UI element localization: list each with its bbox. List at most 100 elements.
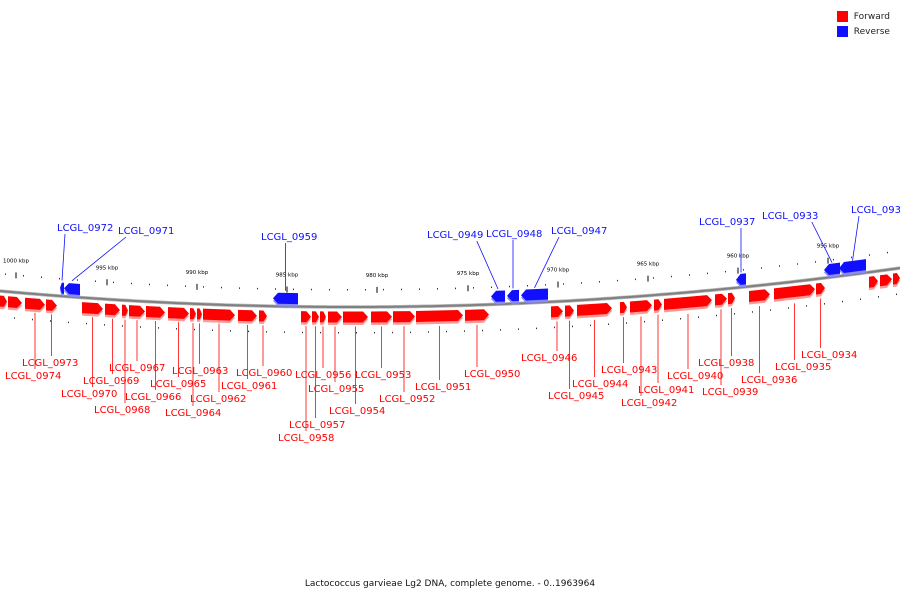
gene-lcgl_0934[interactable] bbox=[816, 282, 825, 298]
gene-label-lcgl_0938[interactable]: LCGL_0938 bbox=[698, 358, 754, 369]
gene-arrow[interactable] bbox=[654, 299, 662, 311]
gene-arrow[interactable] bbox=[8, 296, 22, 309]
gene-label-lcgl_0951[interactable]: LCGL_0951 bbox=[415, 382, 471, 393]
gene-arrow[interactable] bbox=[824, 262, 840, 275]
gene-lcgl_0968[interactable] bbox=[122, 304, 128, 319]
gene-arrow[interactable] bbox=[343, 311, 368, 323]
gene-lcgl_0972[interactable] bbox=[60, 282, 64, 297]
gene-label-lcgl_0970[interactable]: LCGL_0970 bbox=[61, 389, 117, 400]
gene-lcgl_0965[interactable] bbox=[168, 307, 189, 322]
gene-label-lcgl_0954[interactable]: LCGL_0954 bbox=[329, 406, 385, 417]
gene-lcgl_0939[interactable] bbox=[715, 293, 727, 308]
gene-label-lcgl_0933[interactable]: LCGL_0933 bbox=[762, 211, 818, 222]
gene-arrow[interactable] bbox=[82, 302, 103, 315]
gene-label-lcgl_0947[interactable]: LCGL_0947 bbox=[551, 226, 607, 237]
gene-label-lcgl_0943[interactable]: LCGL_0943 bbox=[601, 365, 657, 376]
gene-unlabeled[interactable] bbox=[893, 272, 900, 287]
gene-arrow[interactable] bbox=[416, 310, 463, 322]
gene-lcgl_0957[interactable] bbox=[312, 311, 319, 325]
gene-arrow[interactable] bbox=[393, 311, 415, 323]
gene-lcgl_0937[interactable] bbox=[736, 273, 746, 288]
gene-arrow[interactable] bbox=[312, 311, 319, 323]
gene-label-lcgl_0961[interactable]: LCGL_0961 bbox=[221, 381, 277, 392]
gene-arrow[interactable] bbox=[565, 305, 574, 317]
gene-label-lcgl_0974[interactable]: LCGL_0974 bbox=[5, 371, 61, 382]
gene-label-lcgl_0950[interactable]: LCGL_0950 bbox=[464, 369, 520, 380]
gene-unlabeled[interactable] bbox=[0, 295, 7, 310]
gene-lcgl_0955[interactable] bbox=[328, 311, 342, 325]
gene-label-lcgl_0965[interactable]: LCGL_0965 bbox=[150, 379, 206, 390]
gene-label-lcgl_0945[interactable]: LCGL_0945 bbox=[548, 391, 604, 402]
gene-arrow[interactable] bbox=[259, 310, 267, 322]
gene-arrow[interactable] bbox=[774, 284, 815, 300]
gene-label-lcgl_0968[interactable]: LCGL_0968 bbox=[94, 405, 150, 416]
gene-lcgl_0970[interactable] bbox=[82, 302, 103, 317]
gene-lcgl_0973[interactable] bbox=[46, 299, 57, 314]
gene-label-lcgl_0952[interactable]: LCGL_0952 bbox=[379, 394, 435, 405]
gene-arrow[interactable] bbox=[630, 300, 652, 313]
gene-lcgl_0954[interactable] bbox=[343, 311, 368, 326]
gene-label-lcgl_0955[interactable]: LCGL_0955 bbox=[308, 384, 364, 395]
gene-label-lcgl_0972[interactable]: LCGL_0972 bbox=[57, 223, 113, 234]
gene-lcgl_0942[interactable] bbox=[630, 300, 652, 315]
gene-arrow[interactable] bbox=[168, 307, 189, 319]
gene-label-lcgl_0958[interactable]: LCGL_0958 bbox=[278, 433, 334, 444]
gene-lcgl_0948[interactable] bbox=[507, 289, 519, 304]
gene-lcgl_0947[interactable] bbox=[521, 288, 548, 304]
gene-arrow[interactable] bbox=[301, 311, 311, 323]
gene-arrow[interactable] bbox=[749, 289, 770, 303]
gene-label-lcgl_0940[interactable]: LCGL_0940 bbox=[667, 371, 723, 382]
gene-label-lcgl_0953[interactable]: LCGL_0953 bbox=[355, 370, 411, 381]
gene-lcgl_0974[interactable] bbox=[25, 297, 45, 313]
gene-label-lcgl_0948[interactable]: LCGL_0948 bbox=[486, 229, 542, 240]
gene-label-lcgl_0971[interactable]: LCGL_0971 bbox=[118, 226, 174, 237]
gene-lcgl_0951[interactable] bbox=[416, 310, 463, 325]
gene-label-lcgl_0956[interactable]: LCGL_0956 bbox=[295, 370, 351, 381]
gene-label-lcgl_0936[interactable]: LCGL_0936 bbox=[741, 375, 797, 386]
gene-arrow[interactable] bbox=[25, 297, 45, 310]
gene-lcgl_0966[interactable] bbox=[146, 306, 165, 321]
gene-unlabeled[interactable] bbox=[869, 276, 878, 291]
gene-arrow[interactable] bbox=[736, 273, 746, 285]
gene-lcgl_0940[interactable] bbox=[664, 295, 712, 313]
gene-arrow[interactable] bbox=[328, 311, 342, 323]
gene-arrow[interactable] bbox=[869, 276, 878, 288]
gene-lcgl_0967[interactable] bbox=[129, 305, 145, 320]
gene-arrow[interactable] bbox=[816, 282, 825, 295]
gene-label-lcgl_0959[interactable]: LCGL_0959 bbox=[261, 232, 317, 243]
gene-lcgl_0958[interactable] bbox=[301, 311, 311, 325]
gene-arrow[interactable] bbox=[122, 304, 128, 316]
gene-lcgl_0944[interactable] bbox=[577, 303, 612, 319]
gene-label-lcgl_0946[interactable]: LCGL_0946 bbox=[521, 353, 577, 364]
gene-lcgl_0949[interactable] bbox=[491, 290, 505, 305]
gene-arrow[interactable] bbox=[0, 295, 7, 307]
gene-arrow[interactable] bbox=[491, 290, 505, 302]
gene-lcgl_0964[interactable] bbox=[190, 308, 196, 322]
gene-arrow[interactable] bbox=[190, 308, 196, 320]
gene-arrow[interactable] bbox=[577, 303, 612, 316]
gene-label-lcgl_0969[interactable]: LCGL_0969 bbox=[83, 376, 139, 387]
gene-label-lcgl_0973[interactable]: LCGL_0973 bbox=[22, 358, 78, 369]
gene-lcgl_0971[interactable] bbox=[64, 283, 80, 298]
gene-label-lcgl_0964[interactable]: LCGL_0964 bbox=[165, 408, 221, 419]
gene-lcgl_0962[interactable] bbox=[203, 308, 235, 324]
gene-unlabeled[interactable] bbox=[880, 274, 892, 289]
gene-arrow[interactable] bbox=[105, 303, 120, 316]
gene-arrow[interactable] bbox=[664, 295, 712, 310]
gene-arrow[interactable] bbox=[465, 309, 489, 321]
gene-arrow[interactable] bbox=[238, 309, 257, 322]
gene-lcgl_0941[interactable] bbox=[654, 299, 662, 314]
gene-arrow[interactable] bbox=[620, 301, 627, 314]
gene-arrow[interactable] bbox=[371, 311, 392, 323]
gene-lcgl_0952[interactable] bbox=[393, 311, 415, 325]
gene-lcgl_0953[interactable] bbox=[371, 311, 392, 325]
gene-label-lcgl_0942[interactable]: LCGL_0942 bbox=[621, 398, 677, 409]
gene-label-lcgl_0963[interactable]: LCGL_0963 bbox=[172, 366, 228, 377]
gene-arrow[interactable] bbox=[197, 308, 202, 320]
gene-lcgl_0963[interactable] bbox=[197, 308, 202, 323]
gene-arrow[interactable] bbox=[146, 306, 165, 318]
gene-label-lcgl_0937[interactable]: LCGL_0937 bbox=[699, 217, 755, 228]
gene-label-lcgl_0932[interactable]: LCGL_0932 bbox=[851, 205, 900, 216]
gene-arrow[interactable] bbox=[839, 259, 866, 274]
gene-lcgl_0936[interactable] bbox=[749, 289, 770, 305]
